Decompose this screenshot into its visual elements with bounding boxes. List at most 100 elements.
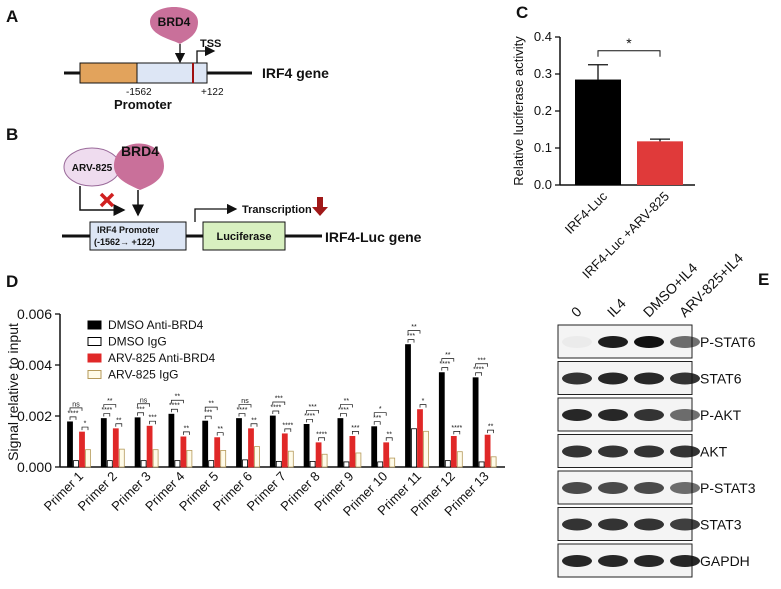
band xyxy=(598,555,628,567)
tss-label: TSS xyxy=(200,38,221,50)
significance-label: ** xyxy=(344,398,350,405)
bar xyxy=(248,428,254,468)
bar xyxy=(637,141,683,185)
error-bar xyxy=(588,64,608,80)
bar xyxy=(100,418,107,468)
significance-bracket xyxy=(475,363,488,367)
significance-label: *** xyxy=(309,404,317,411)
band xyxy=(634,372,664,385)
significance-label: **** xyxy=(473,366,484,373)
significance-label: **** xyxy=(68,410,79,417)
bar xyxy=(254,446,260,468)
band xyxy=(562,482,592,494)
significance-label: *** xyxy=(137,406,145,413)
band xyxy=(670,445,700,458)
significance-label: **** xyxy=(451,425,462,432)
chart-c: 0.0 0.1 0.2 0.3 0.4 Relative luciferase activ… xyxy=(511,29,695,281)
bar xyxy=(575,79,621,185)
significance-bracket xyxy=(69,407,83,411)
significance-bracket xyxy=(284,428,292,432)
region xyxy=(79,62,138,84)
significance-bracket xyxy=(137,412,144,416)
significance-label: * xyxy=(84,421,87,428)
bar xyxy=(112,428,119,468)
bar xyxy=(281,433,288,468)
region-label: Promoter xyxy=(114,97,172,112)
bar xyxy=(134,417,141,468)
gene-label: IRF4-Luc gene xyxy=(325,229,422,245)
bar xyxy=(490,456,497,468)
bar xyxy=(180,436,187,468)
bar xyxy=(275,460,282,468)
significance-label: **** xyxy=(101,407,112,414)
coord-label: -1562 xyxy=(126,87,152,98)
bar xyxy=(208,460,215,468)
significance-label: ** xyxy=(445,352,451,359)
bar xyxy=(174,460,181,468)
significance-bracket xyxy=(103,413,111,417)
transcription-label: Transcription xyxy=(242,204,312,216)
significance-label: **** xyxy=(237,407,248,414)
bar xyxy=(417,409,423,468)
x-tick-label: IRF4-Luc xyxy=(562,188,611,237)
band xyxy=(634,336,664,348)
y-axis-label: Signal relative to input xyxy=(5,323,21,461)
significance-bracket xyxy=(149,420,156,425)
panel-label: B xyxy=(6,125,18,144)
significance-label: ns xyxy=(72,401,80,408)
band xyxy=(670,372,700,385)
bar xyxy=(405,344,411,468)
lane-label: ARV-825+IL4 xyxy=(676,250,746,320)
significance-bracket xyxy=(103,404,117,408)
panel-label: D xyxy=(6,272,18,291)
significance-bracket xyxy=(352,431,359,435)
y-axis-label: Relative luciferase activity xyxy=(511,36,526,186)
bar xyxy=(269,415,276,468)
down-arrow xyxy=(312,197,328,216)
significance-label: ** xyxy=(386,431,392,438)
gene-label: IRF4 gene xyxy=(262,65,329,81)
bar xyxy=(321,453,328,468)
panel-a: BRD4 TSS IRF4 gene -1562 +122 Promoter xyxy=(64,7,329,112)
significance-label: * xyxy=(422,398,425,405)
band xyxy=(598,445,628,458)
bar xyxy=(484,434,491,468)
bar xyxy=(118,448,125,468)
blot-e: 0 IL4 DMSO+IL4ARV-825+IL4P-STAT6STAT6P-AKT… xyxy=(557,250,756,578)
significance-label: ** xyxy=(107,398,113,405)
row-label: STAT3 xyxy=(700,517,742,533)
bar xyxy=(309,460,316,468)
significance-bracket xyxy=(81,426,89,431)
significance-bracket xyxy=(137,403,150,407)
bar xyxy=(450,435,457,468)
significance-label: **** xyxy=(169,403,180,410)
significance-bracket xyxy=(318,437,325,441)
y-tick-label: 0.006 xyxy=(17,306,52,322)
band xyxy=(634,409,664,421)
block-mark xyxy=(99,192,115,208)
bar xyxy=(355,452,362,468)
bar xyxy=(343,461,350,468)
panel-label: A xyxy=(6,7,18,26)
significance-bracket xyxy=(487,429,494,434)
y-tick-label: 0.3 xyxy=(534,66,552,81)
bar xyxy=(423,430,429,468)
significance-label: *** xyxy=(407,333,415,340)
brd4-shape xyxy=(150,7,198,44)
significance-bracket xyxy=(272,401,286,405)
significance-bracket xyxy=(407,330,421,334)
significance-bracket xyxy=(306,419,313,423)
panel-label: E xyxy=(758,270,769,289)
band xyxy=(598,336,628,348)
legend-swatch xyxy=(87,353,102,363)
row-label: AKT xyxy=(700,444,728,460)
lane-label: IL4 xyxy=(604,295,629,320)
protein-label: BRD4 xyxy=(121,143,159,159)
protein-label: BRD4 xyxy=(158,15,191,29)
y-tick-label: 0.0 xyxy=(534,177,552,192)
band xyxy=(562,336,592,348)
bar xyxy=(315,442,322,468)
significance-bracket xyxy=(385,437,393,441)
significance-bracket xyxy=(250,423,258,427)
